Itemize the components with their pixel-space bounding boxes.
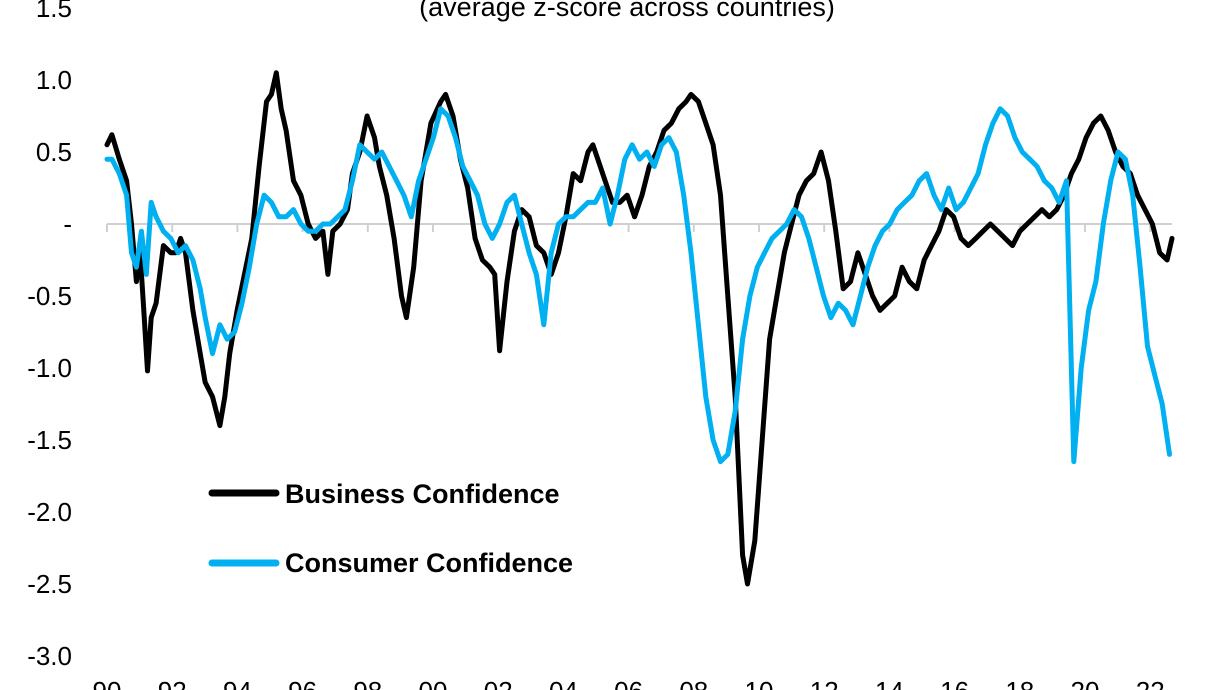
x-tick-label: 96 [288,676,317,690]
y-tick-label: 1.0 [36,65,72,95]
y-tick-label: -3.0 [27,641,72,671]
consumer-confidence-line [104,106,1172,465]
legend-label-consumer: Consumer Confidence [285,548,573,578]
y-axis-tick-labels: 1.5 1.0 0.5 - -0.5 -1.0 -1.5 -2.0 -2.5 -3.0 [27,0,72,671]
x-tick-label: 04 [549,676,578,690]
x-tick-label: 20 [1071,676,1100,690]
y-tick-label: - [63,209,72,239]
x-tick-label: 94 [223,676,252,690]
x-tick-label: 16 [940,676,969,690]
x-axis-tick-labels: 90 92 94 96 98 00 02 04 06 08 10 12 14 16 18 20 22 [93,676,1165,690]
business-confidence-line [104,70,1175,587]
x-axis-tickmarks [106,224,1152,232]
legend: Business Confidence Consumer Confidence [208,479,573,578]
x-tick-label: 08 [679,676,708,690]
x-tick-label: 22 [1136,676,1165,690]
x-tick-label: 02 [484,676,513,690]
y-tick-label: -1.0 [27,353,72,383]
y-tick-label: 0.5 [36,137,72,167]
y-tick-label: -2.0 [27,497,72,527]
y-tick-label: -0.5 [27,281,72,311]
chart-subtitle: (average z-score across countries) [419,0,835,22]
x-tick-label: 06 [614,676,643,690]
x-tick-label: 10 [745,676,774,690]
x-tick-label: 18 [1005,676,1034,690]
series-lines [104,70,1175,587]
legend-label-business: Business Confidence [285,479,560,509]
y-tick-label: -1.5 [27,425,72,455]
x-tick-label: 98 [353,676,382,690]
x-tick-label: 90 [93,676,122,690]
x-tick-label: 92 [158,676,187,690]
y-tick-label: -2.5 [27,569,72,599]
y-tick-label: 1.5 [36,0,72,23]
x-tick-label: 00 [419,676,448,690]
x-tick-label: 14 [875,676,904,690]
x-tick-label: 12 [810,676,839,690]
